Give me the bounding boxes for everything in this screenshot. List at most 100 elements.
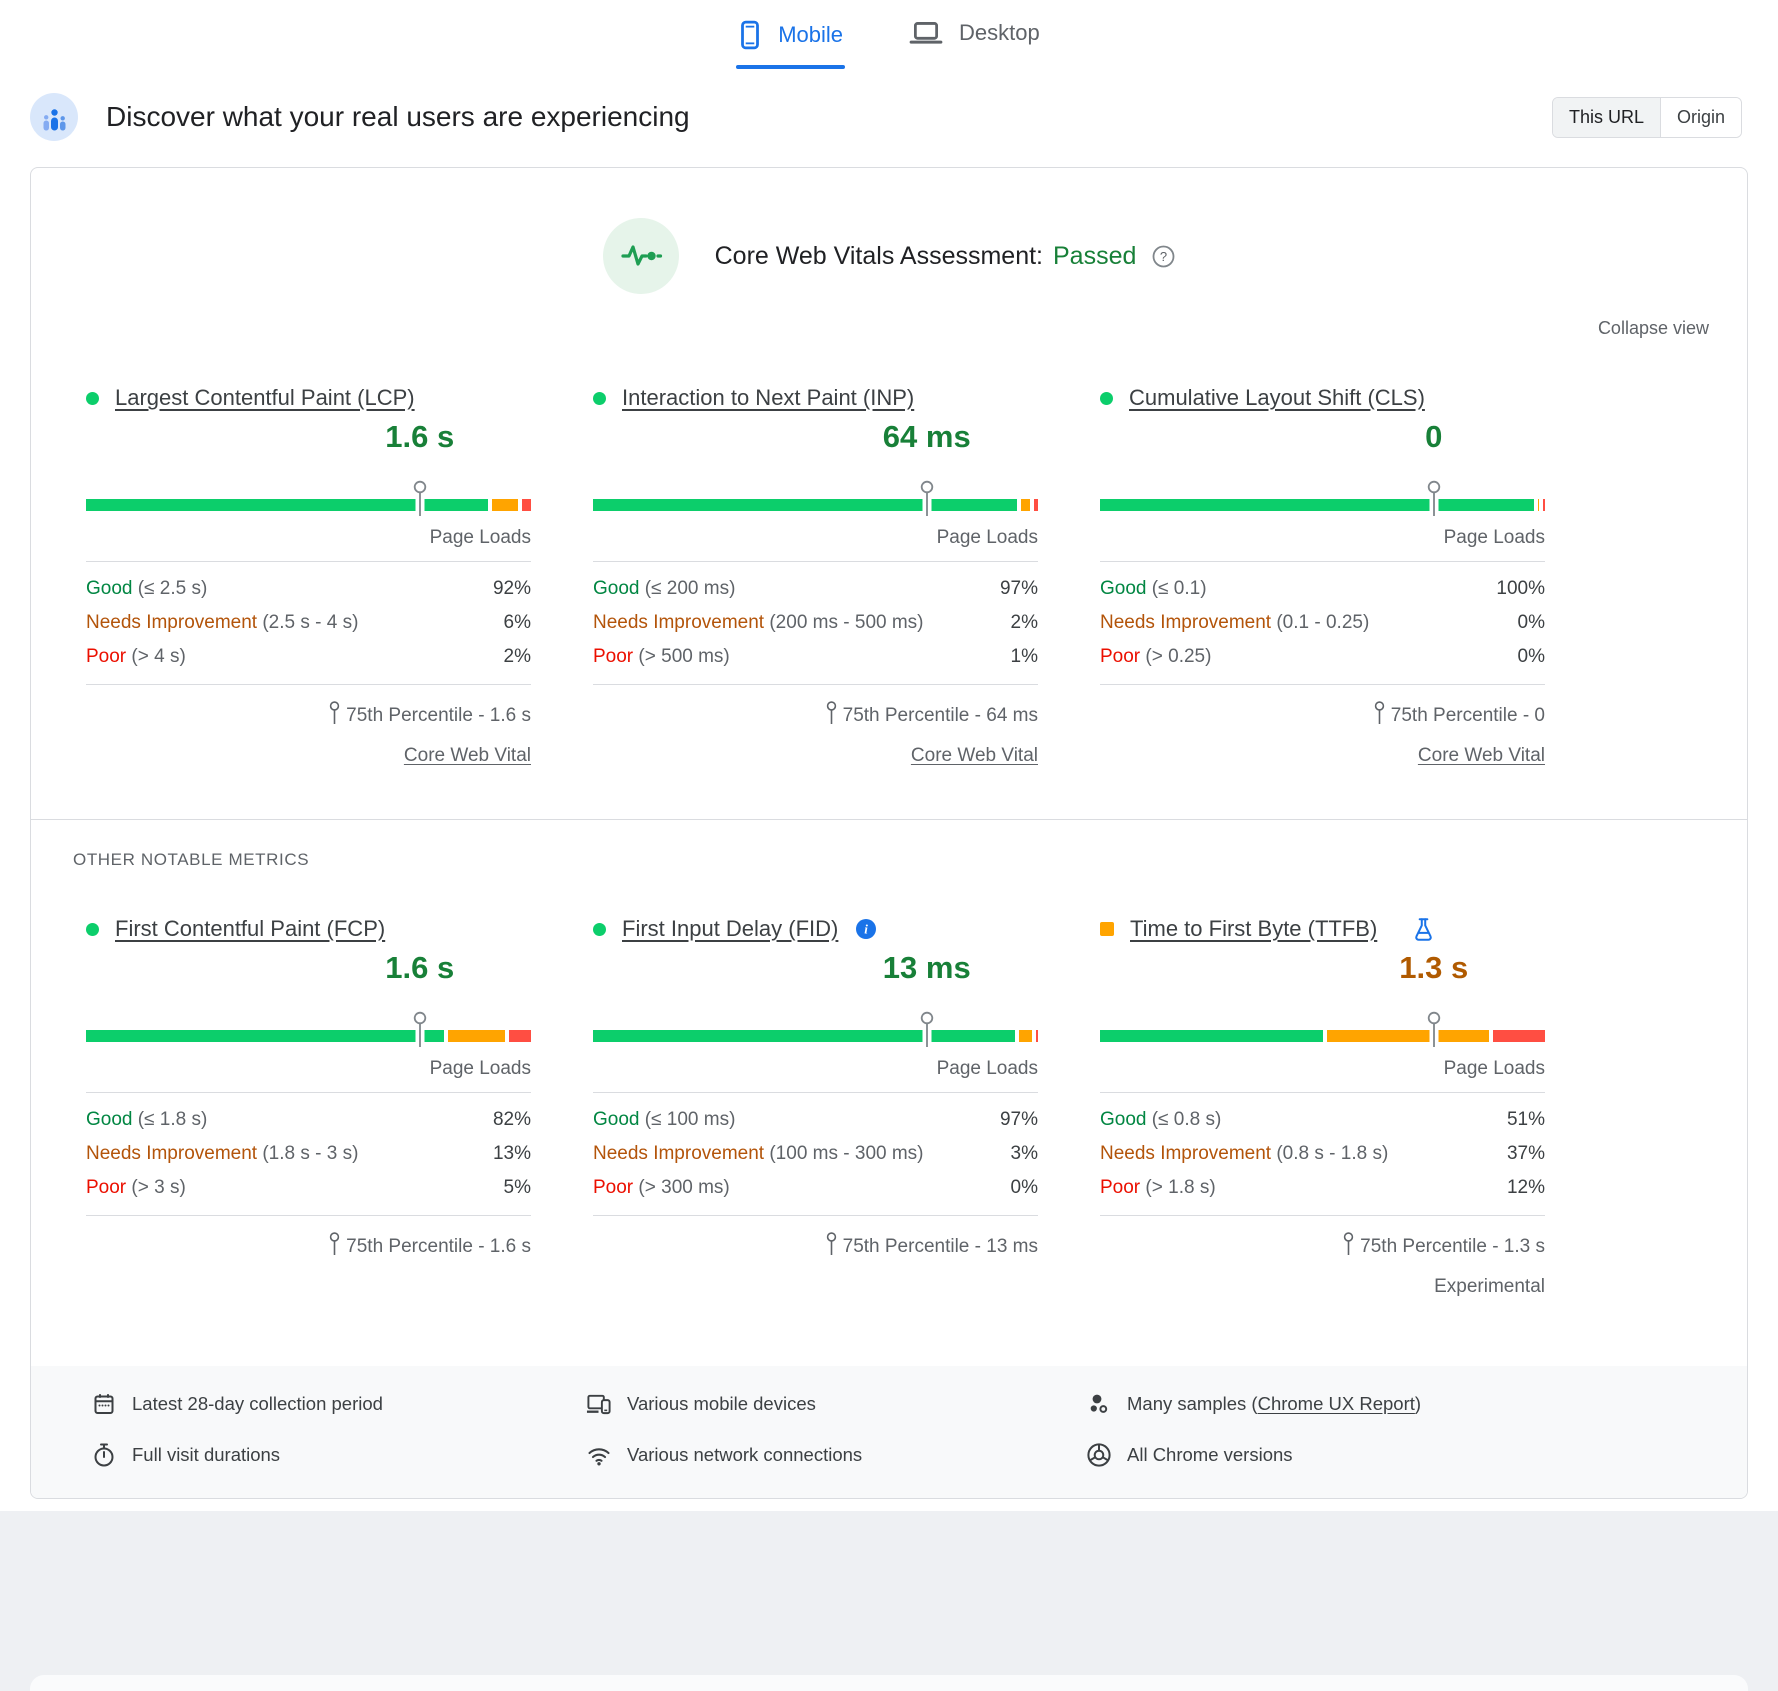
bucket-percentage: 2%	[503, 646, 531, 667]
section-divider	[31, 819, 1747, 820]
percentile-label: 75th Percentile - 64 ms	[842, 705, 1038, 726]
tab-desktop[interactable]: Desktop	[909, 20, 1040, 69]
svg-text:?: ?	[1160, 249, 1167, 264]
bucket-percentage: 12%	[1506, 1177, 1545, 1198]
metric-p75-value: 64 ms	[882, 419, 971, 454]
collection-info-text: Latest 28-day collection period	[132, 1393, 383, 1414]
other-metrics-label: OTHER NOTABLE METRICS	[73, 850, 310, 869]
distribution-row: Needs Improvement (0.1 - 0.25) 0%	[1100, 606, 1545, 640]
bucket-range: (> 0.25)	[1140, 646, 1212, 667]
bar-segment	[1326, 1030, 1489, 1042]
bucket-range: (0.8 s - 1.8 s)	[1271, 1143, 1389, 1164]
distribution-row: Good (≤ 1.8 s) 82%	[86, 1103, 531, 1137]
bucket-name: Needs Improvement	[1100, 1143, 1272, 1164]
origin-button[interactable]: Origin	[1660, 97, 1741, 137]
metric-card: Time to First Byte (TTFB) 1.3 s Page Loa…	[1100, 914, 1545, 1300]
chrome-icon	[1086, 1442, 1112, 1468]
percentile-pin-icon	[1426, 1011, 1442, 1047]
bucket-range: (≤ 0.1)	[1146, 578, 1207, 599]
collection-info-item: All Chrome versions	[1086, 1442, 1687, 1468]
metric-card: First Contentful Paint (FCP) 1.6 s Page …	[86, 914, 531, 1300]
assessment-header: Core Web Vitals Assessment: Passed ?	[31, 218, 1747, 294]
bucket-name: Poor	[86, 646, 127, 667]
stopwatch-icon	[91, 1442, 117, 1468]
metric-card: Interaction to Next Paint (INP) 64 ms Pa…	[593, 383, 1038, 769]
distribution-row: Poor (> 0.25) 0%	[1100, 640, 1545, 674]
distribution-bar	[86, 1030, 531, 1042]
distribution-row: Poor (> 4 s) 2%	[86, 640, 531, 674]
distribution-row: Good (≤ 200 ms) 97%	[593, 572, 1038, 606]
distribution-row: Needs Improvement (0.8 s - 1.8 s) 37%	[1100, 1137, 1545, 1171]
core-web-vital-link[interactable]: Core Web Vital	[1417, 745, 1545, 766]
bar-segment	[522, 499, 531, 511]
bucket-range: (≤ 200 ms)	[639, 578, 736, 599]
metric-p75-value: 13 ms	[882, 950, 971, 985]
mini-pin-icon	[328, 701, 341, 731]
distribution-table: Good (≤ 200 ms) 97% Needs Improvement (200…	[593, 561, 1038, 685]
percentile-label: 75th Percentile - 1.3 s	[1360, 1236, 1545, 1257]
page-loads-label: Page Loads	[1443, 527, 1545, 548]
pulse-icon	[602, 218, 679, 294]
svg-text:i: i	[865, 922, 869, 937]
bar-segment	[1543, 499, 1545, 511]
bucket-percentage: 97%	[999, 578, 1038, 599]
bucket-name: Needs Improvement	[86, 1143, 258, 1164]
tab-desktop-label: Desktop	[959, 20, 1040, 45]
bucket-range: (> 1.8 s)	[1140, 1177, 1216, 1198]
mini-pin-icon	[825, 701, 838, 731]
distribution-row: Needs Improvement (1.8 s - 3 s) 13%	[86, 1137, 531, 1171]
bucket-range: (0.1 - 0.25)	[1271, 612, 1370, 633]
metric-title-link[interactable]: Largest Contentful Paint (LCP)	[115, 385, 415, 410]
mini-pin-icon	[825, 1232, 838, 1262]
bar-segment	[593, 1030, 1016, 1042]
bucket-name: Poor	[1100, 646, 1141, 667]
metric-status-marker	[86, 922, 99, 936]
bucket-percentage: 92%	[492, 578, 531, 599]
bucket-range: (2.5 s - 4 s)	[257, 612, 359, 633]
metric-title-link[interactable]: Time to First Byte (TTFB)	[1130, 916, 1378, 941]
bucket-range: (> 3 s)	[126, 1177, 186, 1198]
bucket-name: Good	[86, 1109, 133, 1130]
tab-mobile[interactable]: Mobile	[736, 20, 846, 69]
metric-status-marker	[86, 391, 99, 405]
help-icon[interactable]: ?	[1152, 245, 1175, 268]
bucket-range: (1.8 s - 3 s)	[257, 1143, 359, 1164]
metric-title-link[interactable]: Interaction to Next Paint (INP)	[622, 385, 915, 410]
distribution-row: Poor (> 1.8 s) 12%	[1100, 1171, 1545, 1205]
bucket-range: (> 300 ms)	[633, 1177, 730, 1198]
bar-segment	[86, 1030, 445, 1042]
bucket-range: (≤ 2.5 s)	[132, 578, 208, 599]
core-web-vital-link[interactable]: Core Web Vital	[403, 745, 531, 766]
collection-info-item: Various mobile devices	[586, 1392, 1086, 1416]
page-loads-label: Page Loads	[936, 527, 1038, 548]
distribution-row: Needs Improvement (200 ms - 500 ms) 2%	[593, 606, 1038, 640]
info-icon[interactable]: i	[856, 919, 877, 939]
metric-title-link[interactable]: First Input Delay (FID)	[622, 916, 839, 941]
collection-info-item: Various network connections	[586, 1442, 1086, 1468]
collection-info-item: Full visit durations	[91, 1442, 586, 1468]
core-web-vital-link[interactable]: Core Web Vital	[910, 745, 1038, 766]
metric-title-link[interactable]: Cumulative Layout Shift (CLS)	[1129, 385, 1425, 410]
chrome-ux-report-link[interactable]: Chrome UX Report	[1257, 1393, 1415, 1414]
metric-status-marker	[1100, 922, 1114, 936]
metric-card: Cumulative Layout Shift (CLS) 0 Page Loa…	[1100, 383, 1545, 769]
bucket-name: Needs Improvement	[86, 612, 258, 633]
this-url-button[interactable]: This URL	[1552, 97, 1661, 137]
experiment-flask-icon[interactable]	[1413, 917, 1434, 942]
metric-p75-value: 1.6 s	[385, 419, 455, 454]
bar-segment	[1100, 499, 1534, 511]
distribution-row: Good (≤ 100 ms) 97%	[593, 1103, 1038, 1137]
bucket-name: Needs Improvement	[1100, 612, 1272, 633]
bucket-name: Good	[1100, 1109, 1147, 1130]
device-tabbar: Mobile Desktop	[0, 0, 1778, 69]
metric-title-link[interactable]: First Contentful Paint (FCP)	[115, 916, 386, 941]
bucket-percentage: 0%	[1010, 1177, 1038, 1198]
distribution-bar	[593, 499, 1038, 511]
collapse-view-link[interactable]: Collapse view	[1597, 318, 1709, 338]
mini-pin-icon	[328, 1232, 341, 1262]
bucket-range: (100 ms - 300 ms)	[764, 1143, 924, 1164]
bucket-name: Poor	[593, 646, 634, 667]
distribution-row: Good (≤ 0.8 s) 51%	[1100, 1103, 1545, 1137]
distribution-row: Poor (> 300 ms) 0%	[593, 1171, 1038, 1205]
distribution-bar	[593, 1030, 1038, 1042]
